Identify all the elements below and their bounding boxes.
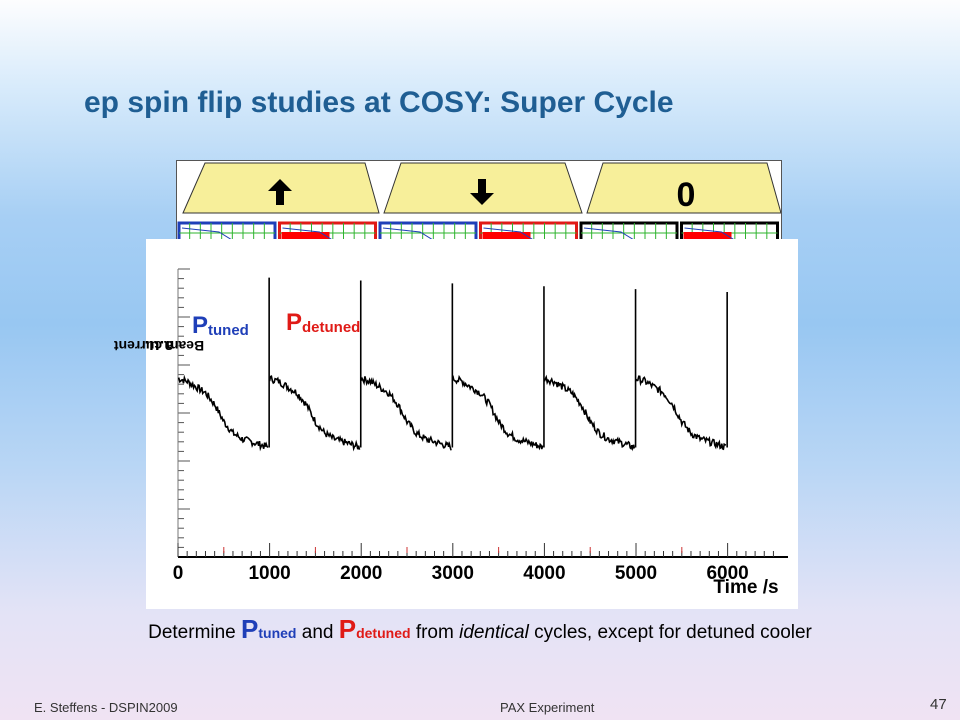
up-arrow-icon [268, 179, 292, 205]
chart-xtick-labels: 0 1000 2000 3000 4000 5000 6000 [173, 563, 749, 584]
footer-author: E. Steffens - DSPIN2009 [34, 700, 178, 715]
chart-svg: 0 1000 2000 3000 4000 5000 6000 Time /s [173, 268, 788, 598]
p-tuned-main: P [192, 312, 209, 339]
y-axis-title: Beam current a.u. [114, 260, 204, 432]
caption-text-1: Determine [148, 622, 242, 643]
x-tick-label: 3000 [432, 563, 474, 584]
x-tick-label: 4000 [523, 563, 565, 584]
beam-trace-cycle-4 [452, 374, 544, 451]
caption-p-detuned: P [338, 614, 357, 644]
beam-trace-cycle-3 [360, 376, 452, 451]
x-tick-label: 2000 [340, 563, 382, 584]
cycle-zero-label: 0 [677, 176, 696, 214]
caption-tuned-sub: tuned [258, 625, 297, 641]
p-tuned-label: Ptuned [192, 312, 249, 340]
slide-caption: Determine Ptuned and Pdetuned from ident… [0, 614, 960, 645]
y-axis-unit: a.u. [144, 337, 174, 356]
chart-ticks [177, 543, 774, 557]
caption-p-tuned: P [241, 614, 259, 644]
x-tick-label: 5000 [615, 563, 657, 584]
beam-trace-cycle-6 [635, 375, 727, 451]
x-tick-label: 1000 [248, 563, 290, 584]
p-detuned-sub: detuned [302, 319, 361, 336]
slide-title: ep spin flip studies at COSY: Super Cycl… [84, 86, 674, 119]
cycle-trapezoid-zero [586, 162, 782, 214]
x-tick-label: 6000 [706, 563, 748, 584]
beam-trace-cycle-5 [543, 374, 636, 452]
caption-text-2: from [410, 622, 460, 643]
caption-text-3: cycles, except for detuned cooler [528, 622, 812, 643]
beam-trace-cycle-1 [177, 374, 269, 452]
x-axis-title: Time /s [713, 577, 778, 598]
beam-trace-cycle-2 [268, 375, 361, 452]
chart-panel: 0 1000 2000 3000 4000 5000 6000 Time /s [146, 239, 798, 609]
caption-identical: identical [459, 622, 529, 643]
p-detuned-label: Pdetuned [286, 309, 360, 337]
p-tuned-sub: tuned [208, 322, 249, 339]
footer-title: PAX Experiment [500, 700, 595, 715]
caption-and: and [296, 622, 339, 643]
down-arrow-icon [470, 179, 494, 205]
chart-lines [177, 277, 728, 452]
chart-grid [177, 268, 788, 558]
page-number: 47 [930, 696, 947, 713]
x-tick-label: 0 [173, 563, 184, 584]
p-detuned-main: P [286, 309, 303, 336]
caption-detuned-sub: detuned [356, 625, 411, 641]
